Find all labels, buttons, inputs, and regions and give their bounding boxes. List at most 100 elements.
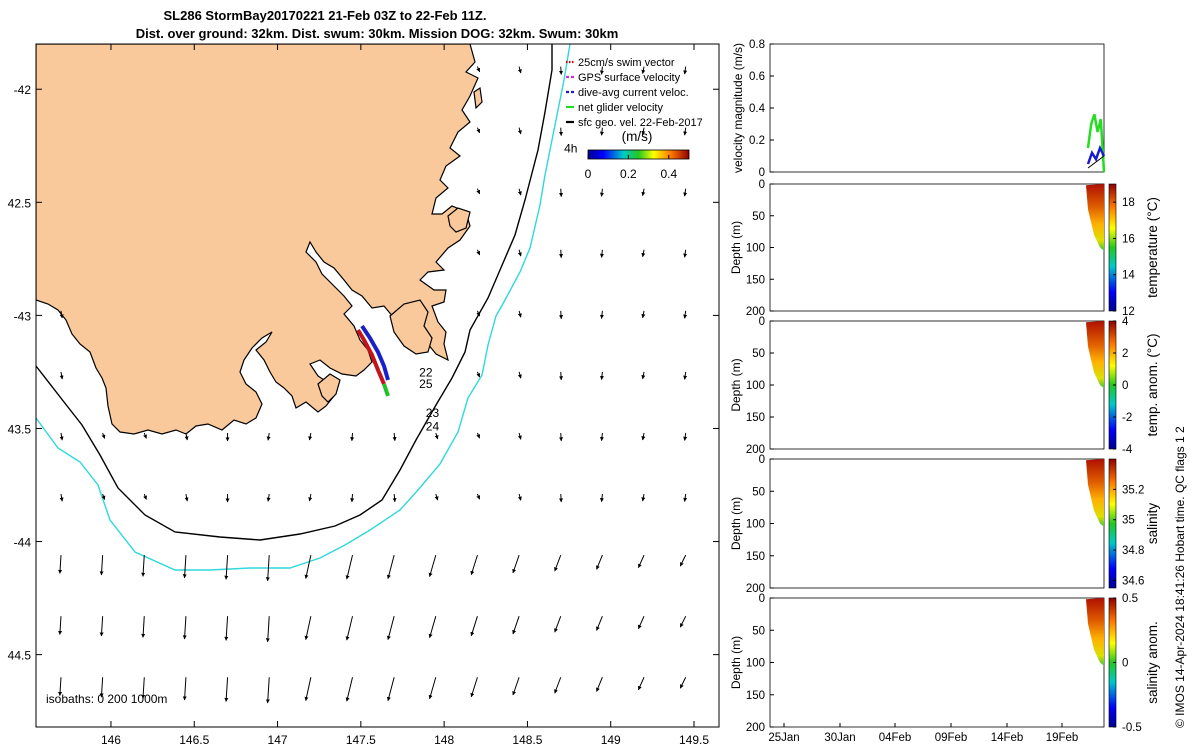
colorbar-tick-label: 0	[1122, 658, 1128, 670]
panel-frame	[769, 43, 1105, 173]
legend-label: sfc geo. vel. 22-Feb-2017	[578, 117, 703, 129]
colorbar-title: (m/s)	[622, 129, 653, 144]
velocity-arrow	[512, 677, 520, 696]
map-y-axis: -42 42.5 -43 43.5 -44 44.5	[8, 83, 719, 663]
time-tick-label: 25Jan	[768, 732, 799, 744]
velocity-arrow	[512, 616, 520, 635]
velocity-arrow	[386, 616, 395, 641]
velocity-arrow	[265, 555, 270, 582]
velocity-arrow	[59, 493, 64, 502]
velocity-arrow	[141, 555, 146, 577]
velocity-arrow	[58, 616, 63, 635]
velocity-arrow	[476, 249, 481, 256]
ytick-label: 150	[746, 274, 765, 286]
velocity-arrow	[470, 616, 478, 637]
velocity-arrow	[599, 494, 604, 503]
map-legend: 25cm/s swim vector GPS surface velocity di…	[566, 57, 703, 129]
colorbar-label: salinity anom.	[1145, 621, 1160, 704]
panel-frame	[769, 597, 1105, 728]
colorbar-tick-label: 0	[585, 167, 592, 181]
velocity-arrow	[596, 677, 603, 692]
velocity-arrow	[599, 127, 604, 136]
velocity-arrow	[266, 432, 271, 441]
velocity-arrow	[182, 677, 187, 701]
velocity-arrow	[99, 677, 104, 698]
velocity-arrow	[470, 554, 478, 576]
depth-ylabel: Depth (m)	[729, 636, 743, 689]
ytick-label: 50	[752, 486, 765, 498]
velocity-arrow	[476, 310, 481, 317]
velocity-arrow	[641, 127, 646, 136]
panel-frame	[769, 458, 1105, 589]
map-ytick-label: -44	[14, 536, 32, 550]
velocity-arrow	[265, 677, 270, 704]
ytick-label: 0.4	[749, 103, 766, 115]
velocity-arrow	[517, 188, 522, 196]
velocity-arrow	[683, 371, 688, 380]
legend-label: 25cm/s swim vector	[578, 57, 675, 69]
ytick-label: 0	[759, 454, 765, 466]
profile-data	[1086, 184, 1104, 251]
velocity-arrow	[683, 188, 688, 197]
ytick-label: 0.8	[749, 39, 765, 51]
ytick-label: 100	[746, 519, 765, 531]
colorbar-tick-label: 18	[1122, 197, 1135, 209]
velocity-arrow	[476, 371, 481, 378]
map-ytick-label: -43	[14, 309, 32, 323]
velocity-arrow	[641, 371, 646, 380]
velocity-arrow	[345, 555, 353, 580]
velocity-ylabel: velocity magnitude (m/s)	[731, 43, 745, 173]
map-xtick-label: 146	[101, 733, 121, 747]
velocity-arrow	[517, 371, 522, 379]
maria-island	[447, 207, 471, 233]
depth-panel: 0 50 100 150 200 Depth (m) 18 16 14 12 temperature…	[729, 179, 1160, 318]
profile-data	[1086, 459, 1104, 527]
velocity-arrow	[386, 554, 395, 579]
profile-panels: 0 0.2 0.4 0.6 0.8 velocity magnitude (m/s) 0 50…	[729, 39, 1160, 744]
velocity-arrow	[641, 188, 646, 197]
velocity-arrow	[476, 66, 481, 73]
colorbar-tick-label: -4	[1122, 444, 1133, 456]
velocity-arrow	[308, 493, 313, 502]
velocity-arrow	[679, 677, 687, 689]
colorbar-tick-label: 2	[1122, 348, 1128, 360]
map-xtick-label: 148	[434, 733, 454, 747]
map-ytick-label: -42	[14, 83, 32, 97]
ytick-label: 50	[752, 625, 765, 637]
velocity-arrow	[517, 66, 522, 74]
velocity-arrow	[679, 554, 687, 567]
velocity-arrow	[683, 493, 688, 502]
velocity-arrow	[641, 66, 646, 74]
ytick-label: 0	[759, 593, 765, 605]
velocity-arrow	[386, 677, 395, 702]
legend-label: dive-avg current veloc.	[578, 87, 689, 99]
time-tick-label: 19Feb	[1046, 732, 1079, 744]
ytick-label: 0	[759, 167, 765, 179]
colorbar-label: temperature (°C)	[1145, 197, 1160, 298]
speed-colorbar: (m/s) 0 0.2 0.4	[585, 129, 690, 181]
velocity-panel: 0 0.2 0.4 0.6 0.8 velocity magnitude (m/s)	[731, 39, 1106, 179]
velocity-arrow	[428, 677, 437, 700]
depth-panel: 0 50 100 150 200 Depth (m) 4 2 0 -2 -4 temp. anom. …	[729, 316, 1160, 456]
velocity-arrow	[517, 493, 522, 501]
legend-label: net glider velocity	[578, 102, 663, 114]
velocity-arrow	[476, 432, 481, 439]
ytick-label: 0	[759, 316, 765, 328]
ytick-label: 150	[746, 551, 765, 563]
tasman-peninsula	[389, 299, 433, 355]
velocity-arrow	[266, 493, 271, 502]
profile-data	[1086, 321, 1104, 389]
map-xtick-label: 149	[601, 733, 621, 747]
velocity-arrow	[304, 616, 312, 640]
map-xtick-label: 146.5	[179, 733, 209, 747]
colorbar-tick-label: 34.6	[1122, 575, 1144, 587]
track-annotation: 24	[426, 420, 440, 434]
velocity-arrow	[599, 66, 604, 75]
ytick-label: 0	[759, 179, 765, 191]
colorbar-tick-label: 16	[1122, 233, 1135, 245]
velocity-arrow	[182, 555, 187, 579]
ytick-label: 200	[746, 722, 765, 734]
velocity-arrow	[101, 493, 106, 500]
colorbar-tick-label: -0.5	[1122, 722, 1142, 734]
colorbar-label: temp. anom. (°C)	[1145, 334, 1160, 437]
